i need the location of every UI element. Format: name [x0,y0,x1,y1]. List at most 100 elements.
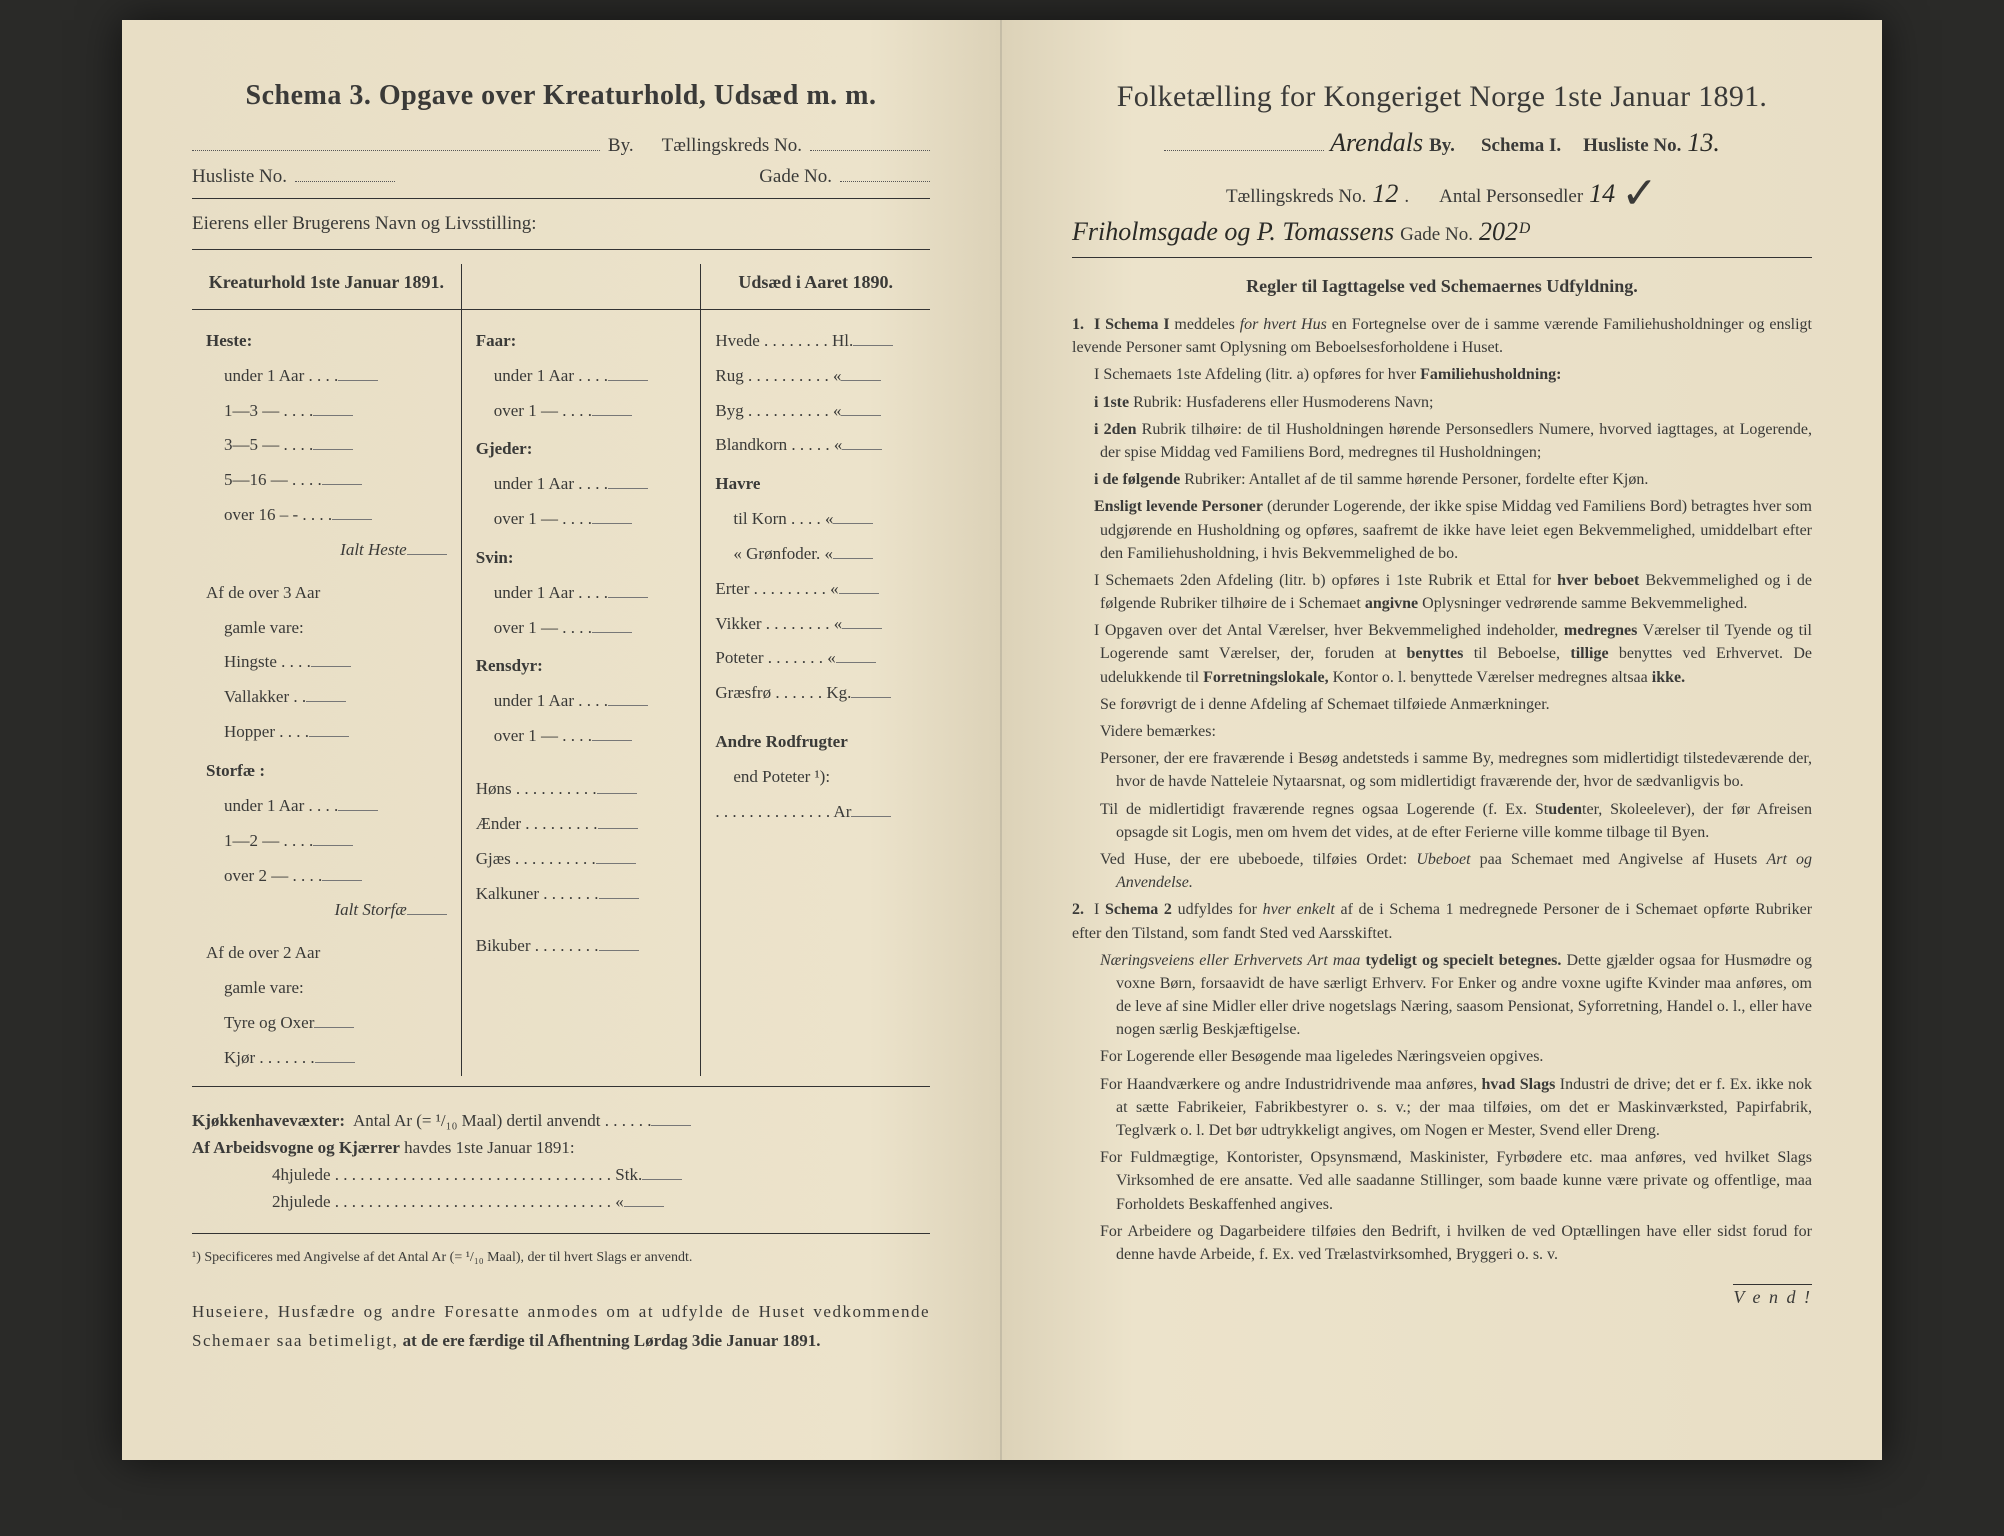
p7: I Schemaets 2den Afdeling (litr. b) opfø… [1094,572,1557,589]
over3: Af de over 3 Aar [206,576,447,611]
r-by: By. [1429,135,1455,157]
by-label: By. [608,135,634,157]
fo1: over 1 — . . . . [494,394,592,429]
hons: Høns . . . . . . . . . . [476,772,597,807]
kjor: Kjør . . . . . . . [224,1041,315,1076]
by-hand: Arendals [1330,128,1423,158]
p12b: uden [1548,801,1582,818]
bikuber: Bikuber . . . . . . . . [476,929,599,964]
hingste: Hingste . . . . [224,645,311,680]
erter: Erter . . . . . . . . . « [715,572,838,607]
r-husliste: Husliste No. [1583,135,1681,157]
hvede: Hvede . . . . . . . . Hl. [715,324,853,359]
checkmark-icon: ✓ [1621,168,1658,219]
p2: I Schemaets 1ste Afdeling (litr. a) opfø… [1094,366,1420,383]
p2b: Familiehusholdning: [1420,366,1561,383]
kreds-label: Tællingskreds No. [662,135,802,157]
p9: Se forøvrigt de i denne Afdeling af Sche… [1072,693,1812,716]
r3_5: 3—5 — . . . . [224,428,313,463]
gade-blank [840,163,930,182]
column-1: Kreaturhold 1ste Januar 1891. Heste: und… [192,264,462,1076]
husliste-label: Husliste No. [192,166,287,188]
husliste-val: 13. [1687,128,1720,158]
column-2: Faar: under 1 Aar . . . . over 1 — . . .… [462,264,702,1076]
tyre: Tyre og Oxer [224,1006,314,1041]
vikker: Vikker . . . . . . . . « [715,607,842,642]
header-line-2: Husliste No. Gade No. [192,163,930,188]
owner-label: Eierens eller Brugerens Navn og Livsstil… [192,213,930,235]
p8f: tillige [1570,645,1608,662]
gade-hand: Friholmsgade og P. Tomassens [1072,217,1394,247]
graesfro: Græsfrø . . . . . . Kg. [715,676,851,711]
divider [192,198,930,199]
p14d: hver enkelt [1263,901,1335,918]
u1: under 1 Aar . . . . [224,359,338,394]
p8h: Forretningslokale, [1203,669,1328,686]
p11: Personer, der ere fraværende i Besøg and… [1072,747,1812,793]
r5_16: 5—16 — . . . . [224,463,322,498]
kreds-blank [810,132,930,151]
blank-fill [192,132,600,151]
endpoteter: end Poteter ¹): [715,760,916,795]
col2-spacer [462,264,701,310]
hjul2: 2hjulede . . . . . . . . . . . . . . . .… [272,1188,624,1215]
r-schema: Schema I. [1481,135,1561,157]
aender: Ænder . . . . . . . . . [476,807,598,842]
p1c: for hvert Hus [1240,316,1327,333]
col1-header: Kreaturhold 1ste Januar 1891. [192,264,461,310]
p15a: Næringsveiens eller Erhvervets Art maa [1100,952,1365,969]
blandkorn: Blandkorn . . . . . « [715,428,842,463]
hjul4: 4hjulede . . . . . . . . . . . . . . . .… [272,1161,642,1188]
left-page: Schema 3. Opgave over Kreaturhold, Udsæd… [122,20,1002,1460]
vallakker: Vallakker . . [224,680,306,715]
heste-label: Heste: [206,324,447,359]
p3: i 1ste [1094,394,1129,411]
p15b: tydeligt og specielt betegnes. [1365,952,1561,969]
col3-header: Udsæd i Aaret 1890. [701,264,930,310]
ro1: over 1 — . . . . [494,719,592,754]
go1: over 1 — . . . . [494,502,592,537]
gamle: gamle vare: [206,611,447,646]
bottom-note: Huseiere, Husfædre og andre Foresatte an… [192,1298,930,1356]
gronfoder: « Grønfoder. « [733,537,833,572]
right-page: Folketælling for Kongeriget Norge 1ste J… [1002,20,1882,1460]
over2: Af de over 2 Aar [206,936,447,971]
ialt-heste: Ialt Heste [340,533,407,568]
p3b: Rubrik: Husfaderens eller Husmoderens Na… [1129,394,1433,411]
p16: For Logerende eller Besøgende maa ligele… [1072,1045,1812,1068]
ialt-storfae: Ialt Storfæ [334,893,406,928]
p8b: medregnes [1564,622,1637,639]
p5b: Rubriker: Antallet af de til samme høren… [1180,471,1648,488]
p14b: Schema 2 [1105,901,1172,918]
p4: i 2den [1094,421,1137,438]
rules-body: 1.I Schema I meddeles for hvert Hus en F… [1072,313,1812,1266]
svo1: over 1 — . . . . [494,611,592,646]
storfae: Storfæ : [206,754,447,789]
kjokken-text: Antal Ar (= ¹/₁₀ Maal) dertil anvendt . … [353,1107,651,1134]
kjokken-lbl: Kjøkkenhavevæxter: [192,1107,345,1134]
divider-3 [192,1086,930,1087]
r-divider [1072,257,1812,258]
fu1: under 1 Aar . . . . [494,359,608,394]
p8j: ikke. [1652,669,1685,686]
su1: under 1 Aar . . . . [224,789,338,824]
arbeids-lbl: Af Arbeidsvogne og Kjærrer [192,1138,400,1157]
p14c: udfyldes for [1172,901,1263,918]
footer: Kjøkkenhavevæxter: Antal Ar (= ¹/₁₀ Maal… [192,1107,930,1356]
r-person: Antal Personsedler [1439,186,1583,208]
p8e: til Beboelse, [1463,645,1570,662]
gade-label: Gade No. [759,166,832,188]
p1a: I Schema I [1094,316,1170,333]
r-hdr-1: Arendals By. Schema I. Husliste No. 13. [1072,128,1812,158]
p7d: angivne [1365,595,1418,612]
p17b: hvad Slags [1482,1076,1556,1093]
rug: Rug . . . . . . . . . . « [715,359,841,394]
p18: For Fuldmægtige, Kontorister, Opsynsmænd… [1072,1146,1812,1216]
bn2: at de ere færdige til Afhentning [403,1331,630,1350]
kreds-val: 12 [1372,179,1398,209]
svin: Svin: [476,541,687,576]
s1_2: 1—2 — . . . . [224,824,313,859]
p8: I Opgaven over det Antal Værelser, hver … [1094,622,1564,639]
gade-val: 202ᴰ [1479,217,1530,247]
p6: Ensligt levende Personer [1094,498,1263,515]
